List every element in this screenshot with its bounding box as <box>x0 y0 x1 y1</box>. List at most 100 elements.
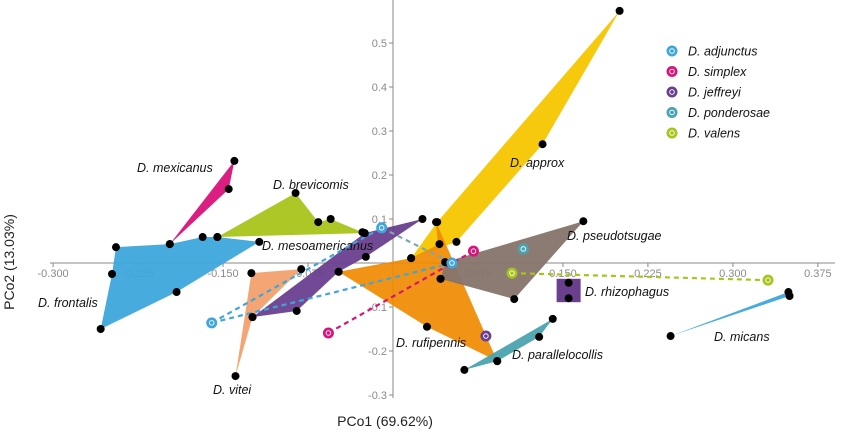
data-point <box>230 156 239 165</box>
hull-micans <box>670 292 790 337</box>
species-label-parallelocollis: D. parallelocollis <box>512 348 603 362</box>
data-point <box>460 365 469 374</box>
data-point <box>334 267 343 276</box>
data-point <box>666 332 675 341</box>
legend-label-adjunctus: D. adjunctus <box>688 45 757 59</box>
data-point <box>255 237 264 246</box>
hull-rhizophagus <box>556 278 581 303</box>
centroid-jeffreyi-ring <box>483 333 489 339</box>
x-tick-label: 0.150 <box>549 268 577 280</box>
y-tick-label: -0.2 <box>368 346 387 358</box>
data-point <box>165 240 174 249</box>
dashed-link-adjunctus <box>211 226 383 324</box>
centroid-ponderosae-ring <box>520 246 527 252</box>
species-label-rufipennis: D. rufipennis <box>396 336 466 350</box>
data-point <box>96 325 105 333</box>
centroid-ponderosae <box>517 243 529 255</box>
centroid-simplex-ring <box>325 330 332 336</box>
y-tick-label: -0.3 <box>368 390 387 402</box>
data-point <box>224 185 233 194</box>
species-label-mesoamericanus: D. mesoamericanus <box>262 239 373 253</box>
data-point <box>538 140 547 149</box>
data-point <box>248 313 257 322</box>
data-point <box>564 294 573 303</box>
legend-marker-jeffreyi <box>666 86 678 98</box>
legend-label-simplex: D. simplex <box>688 65 747 79</box>
data-point <box>231 372 240 381</box>
centroid-valens-ring <box>765 277 771 283</box>
centroid-adjunctus <box>376 222 388 234</box>
y-tick-label: 0.5 <box>372 38 387 50</box>
centroid-valens <box>762 274 774 286</box>
legend-marker-ponderosae <box>666 107 678 118</box>
legend-marker-adjunctus <box>666 45 678 57</box>
data-point <box>784 288 793 297</box>
x-tick-label: 0.375 <box>804 268 832 280</box>
legend-label-ponderosae: D. ponderosae <box>688 106 770 120</box>
legend-marker-ring <box>669 68 675 75</box>
legend-marker-ring <box>669 48 675 54</box>
species-label-pseudotsugae: D. pseudotsugae <box>567 229 662 243</box>
legend-marker-ring <box>669 130 675 136</box>
data-point <box>360 229 369 238</box>
data-point <box>198 233 207 242</box>
legend-marker-valens <box>666 127 678 139</box>
centroid-simplex-ring <box>470 248 477 254</box>
centroid-simplex <box>467 245 479 257</box>
data-point <box>432 218 441 227</box>
legend-label-jeffreyi: D. jeffreyi <box>688 86 742 100</box>
data-point <box>407 254 416 263</box>
data-point <box>615 6 624 15</box>
hull-frontalis <box>100 237 260 329</box>
data-point <box>452 237 461 246</box>
dashed-link-valens <box>511 272 769 282</box>
legend: D. adjunctus D. simplex D. jeffreyi D. pond… <box>666 45 770 141</box>
legend-marker-ring <box>669 109 675 116</box>
y-tick-label: 0.3 <box>372 126 387 138</box>
data-point <box>422 322 431 331</box>
data-point <box>435 240 444 249</box>
data-point <box>548 314 557 323</box>
dashed-link <box>381 226 453 264</box>
x-tick-label: 0.300 <box>719 268 747 280</box>
species-label-approx: D. approx <box>510 156 565 170</box>
y-tick-label: 0.2 <box>372 170 387 182</box>
hull-vitei <box>235 269 302 377</box>
hull-approx <box>411 10 620 259</box>
species-label-rhizophagus: D. rhizophagus <box>585 285 669 299</box>
centroid-adjunctus-ring <box>449 260 455 266</box>
species-label-frontalis: D. frontalis <box>38 296 98 310</box>
centroid-adjunctus <box>446 257 458 269</box>
data-point <box>291 189 300 198</box>
hull-brevicomis <box>217 193 365 238</box>
data-point <box>297 265 306 274</box>
data-point <box>326 215 335 223</box>
x-tick-label: -0.300 <box>37 268 68 280</box>
data-point <box>564 278 573 287</box>
data-point <box>493 357 502 366</box>
data-point <box>111 243 120 252</box>
hull-mexicanus <box>169 160 235 245</box>
data-point <box>418 215 427 223</box>
centroid-adjunctus-ring <box>208 320 215 326</box>
legend-label-valens: D. valens <box>688 127 740 141</box>
data-point <box>361 252 370 261</box>
data-point <box>292 306 301 315</box>
data-point <box>579 217 588 226</box>
data-point <box>314 218 323 227</box>
centroid-simplex <box>322 327 334 339</box>
x-axis-title: PCo1 (69.62%) <box>337 413 433 429</box>
y-axis-title: PCo2 (13.03%) <box>1 214 17 310</box>
y-tick-label: 0.4 <box>372 82 387 94</box>
hull-parallelocollis <box>464 318 553 370</box>
species-label-mexicanus: D. mexicanus <box>137 161 213 175</box>
hull-rufipennis <box>338 222 498 362</box>
species-label-vitei: D. vitei <box>213 383 252 397</box>
x-tick-label: -0.150 <box>207 268 238 280</box>
species-label-brevicomis: D. brevicomis <box>273 178 349 192</box>
centroid-adjunctus <box>206 317 218 329</box>
data-point <box>510 295 519 304</box>
centroid-adjunctus-ring <box>378 225 385 231</box>
